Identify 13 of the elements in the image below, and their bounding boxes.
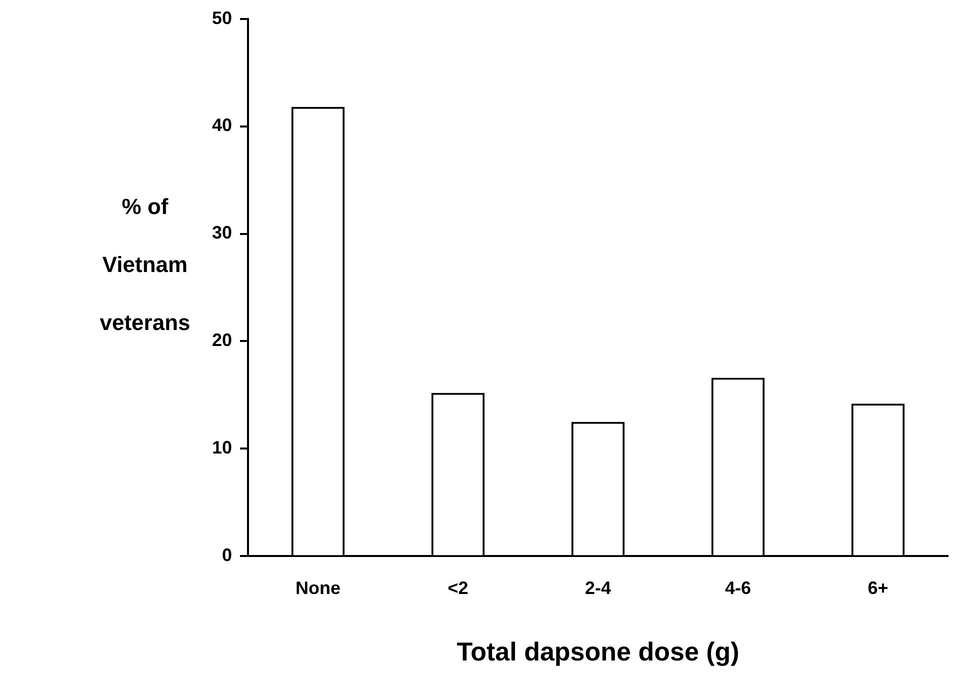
x-tick-label: 2-4 bbox=[584, 578, 612, 598]
text: % of Vietnam veterans bbox=[100, 194, 190, 335]
y-tick-label: 10 bbox=[212, 438, 232, 458]
x-tick-label: None bbox=[296, 578, 340, 598]
y-tick-label: 40 bbox=[212, 115, 232, 136]
y-tick-label: 30 bbox=[212, 222, 232, 243]
x-axis-title: Total dapsone dose (g) bbox=[456, 636, 740, 667]
x-tick-label: <2 bbox=[448, 578, 468, 598]
y-tick-label: 0 bbox=[222, 545, 232, 566]
y-tick-label: 50 bbox=[212, 8, 232, 28]
y-tick-label: 20 bbox=[212, 330, 232, 350]
x-tick-label: 6+ bbox=[868, 578, 888, 598]
x-tick-label: 4-6 bbox=[724, 578, 752, 598]
